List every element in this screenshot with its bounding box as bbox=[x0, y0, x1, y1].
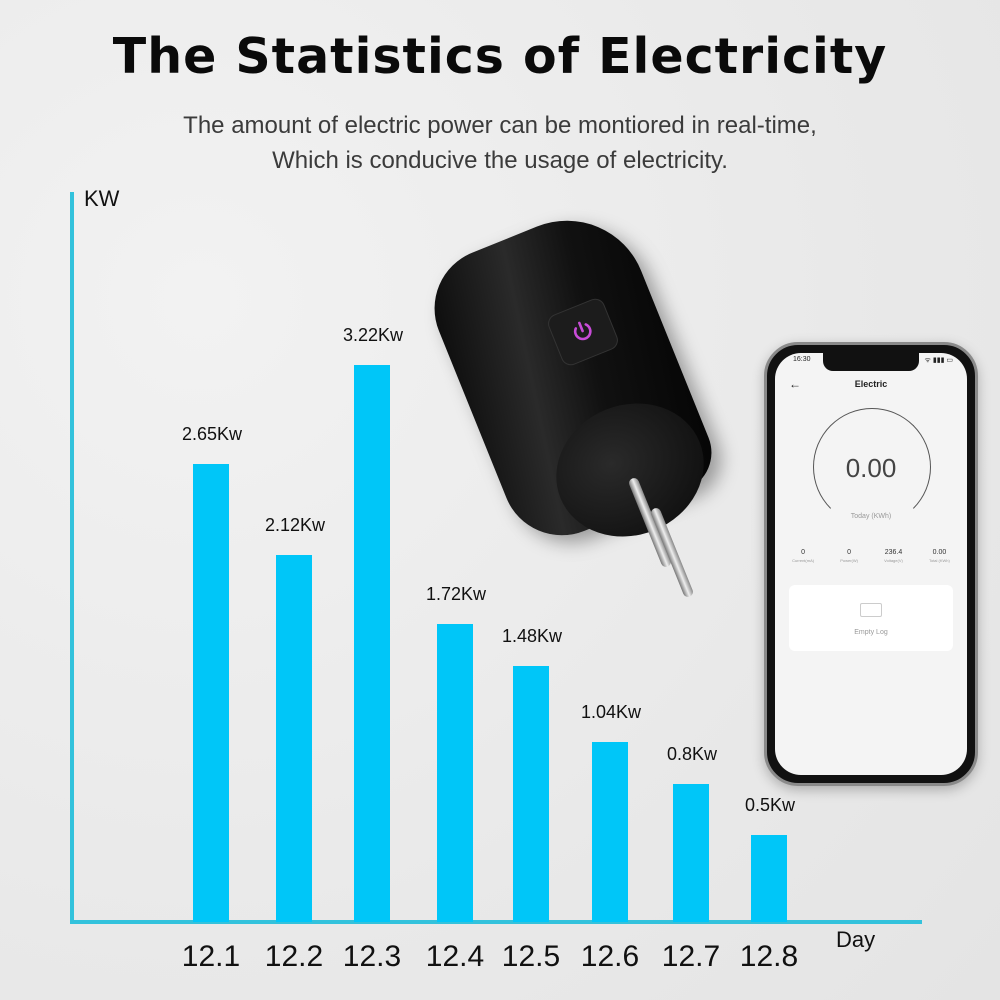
subtitle-line-2: Which is conducive the usage of electric… bbox=[272, 147, 728, 174]
phone-screen: 16:30 ᯤ ▮▮▮ ▭ ← Electric 0.00 Today (KWh… bbox=[775, 353, 967, 775]
power-button bbox=[545, 295, 621, 369]
page-title: The Statistics of Electricity bbox=[112, 28, 888, 85]
stat-total: 0.00 Total (KWh) bbox=[928, 549, 950, 563]
empty-log-text: Empty Log bbox=[854, 629, 888, 636]
log-card: Empty Log bbox=[789, 585, 953, 651]
bar-value-label: 1.72Kw bbox=[425, 584, 487, 604]
x-tick-label: 12.8 bbox=[739, 940, 799, 973]
x-tick-label: 12.1 bbox=[181, 940, 241, 973]
bar bbox=[751, 835, 787, 922]
status-time: 16:30 bbox=[793, 356, 811, 363]
bar bbox=[592, 742, 628, 922]
bar-value-label: 2.12Kw bbox=[264, 515, 326, 535]
x-tick-label: 12.3 bbox=[342, 940, 402, 973]
empty-tray-icon bbox=[860, 603, 882, 617]
y-axis bbox=[70, 192, 74, 922]
bar bbox=[354, 365, 390, 922]
y-axis-label: KW bbox=[84, 186, 120, 211]
status-icons: ᯤ ▮▮▮ ▭ bbox=[924, 357, 953, 364]
bar-value-label: 0.5Kw bbox=[744, 795, 796, 815]
back-arrow-icon[interactable]: ← bbox=[789, 377, 801, 391]
power-icon bbox=[573, 321, 592, 341]
stat-current: 0 Current(mA) bbox=[792, 549, 815, 563]
bar bbox=[513, 666, 549, 922]
x-tick-label: 12.7 bbox=[661, 940, 721, 973]
x-tick-label: 12.2 bbox=[264, 940, 324, 973]
bar bbox=[193, 464, 229, 922]
subtitle-line-1: The amount of electric power can be mont… bbox=[183, 112, 817, 139]
bar bbox=[276, 555, 312, 922]
bar-value-label: 0.8Kw bbox=[666, 744, 718, 764]
bar-value-label: 2.65Kw bbox=[181, 424, 243, 444]
energy-gauge bbox=[813, 408, 931, 526]
stats-row: 0 Current(mA) 0 Power(W) 236.4 Voltage(V… bbox=[779, 549, 963, 563]
x-tick-label: 12.5 bbox=[501, 940, 561, 973]
bar-value-label: 3.22Kw bbox=[342, 325, 404, 345]
x-tick-label: 12.6 bbox=[580, 940, 640, 973]
stat-power: 0 Power(W) bbox=[840, 549, 858, 563]
bar bbox=[437, 624, 473, 922]
x-tick-label: 12.4 bbox=[425, 940, 485, 973]
bar-value-label: 1.48Kw bbox=[501, 626, 563, 646]
phone-mockup: 16:30 ᯤ ▮▮▮ ▭ ← Electric 0.00 Today (KWh… bbox=[764, 342, 978, 786]
stat-voltage: 236.4 Voltage(V) bbox=[884, 549, 903, 563]
bar-value-label: 1.04Kw bbox=[580, 702, 642, 722]
bar bbox=[673, 784, 709, 922]
app-title: Electric bbox=[854, 379, 888, 389]
phone-notch bbox=[823, 353, 919, 371]
x-axis bbox=[70, 920, 922, 924]
gauge-label: Today (KWh) bbox=[850, 513, 892, 520]
smart-plug-image bbox=[416, 196, 745, 605]
x-axis-label: Day bbox=[836, 927, 876, 952]
gauge-value: 0.00 bbox=[845, 453, 897, 483]
